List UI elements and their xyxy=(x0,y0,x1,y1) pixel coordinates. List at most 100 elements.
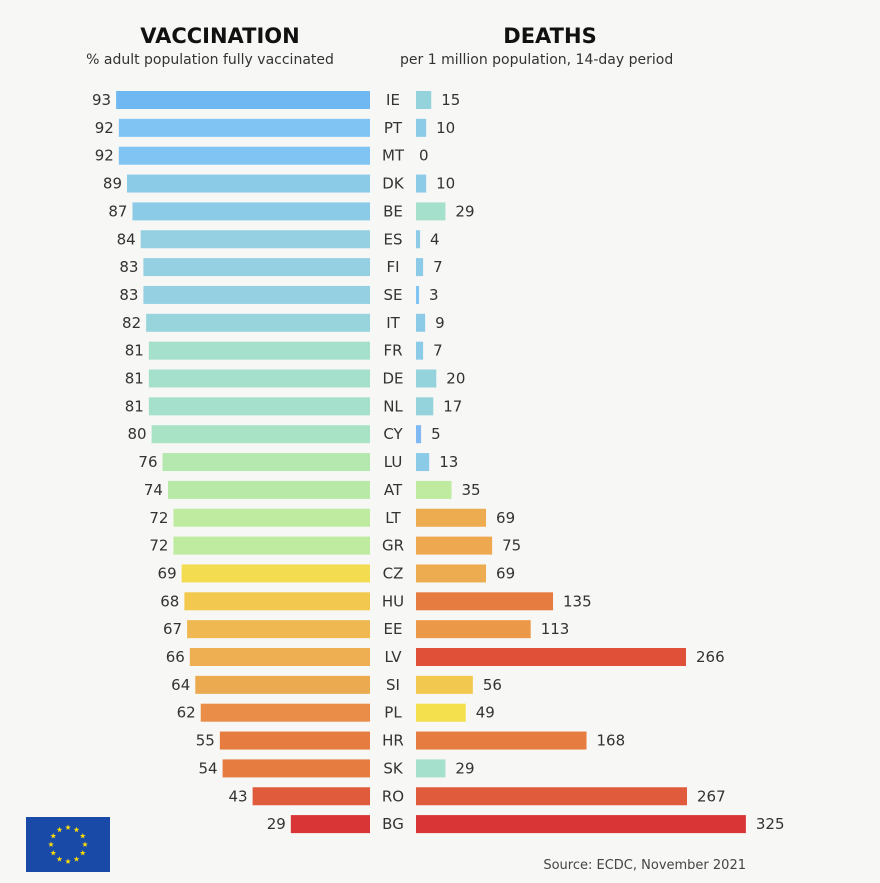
deaths-value-IT: 9 xyxy=(435,314,445,332)
vaccination-value-CZ: 69 xyxy=(158,564,177,582)
deaths-value-DE: 20 xyxy=(446,370,465,388)
vaccination-bar-DK xyxy=(127,174,370,193)
vaccination-bar-LU xyxy=(162,453,370,472)
vaccination-value-FI: 83 xyxy=(119,258,138,276)
vaccination-value-HU: 68 xyxy=(160,592,179,610)
vaccination-bar-FI xyxy=(143,258,370,277)
star-icon xyxy=(73,826,80,833)
deaths-value-FI: 7 xyxy=(433,258,443,276)
deaths-bar-NL xyxy=(416,397,434,416)
star-icon xyxy=(82,841,88,847)
vaccination-value-HR: 55 xyxy=(196,732,215,750)
deaths-value-AT: 35 xyxy=(462,481,481,499)
vaccination-value-PT: 92 xyxy=(95,119,114,137)
vaccination-bar-GR xyxy=(173,536,370,555)
deaths-value-HR: 168 xyxy=(597,732,626,750)
star-icon xyxy=(65,858,71,864)
deaths-value-BG: 325 xyxy=(756,815,785,833)
country-label-FI: FI xyxy=(386,258,399,276)
deaths-bar-PT xyxy=(416,118,427,137)
deaths-value-LV: 266 xyxy=(696,648,725,666)
vaccination-bar-SK xyxy=(222,759,370,778)
deaths-value-ES: 4 xyxy=(430,230,440,248)
vaccination-value-SK: 54 xyxy=(198,759,217,777)
deaths-bar-IT xyxy=(416,313,426,332)
deaths-value-BE: 29 xyxy=(455,202,474,220)
deaths-value-IE: 15 xyxy=(441,91,460,109)
deaths-bar-SK xyxy=(416,759,446,778)
vaccination-bar-HU xyxy=(184,592,370,611)
deaths-bar-DK xyxy=(416,174,427,193)
vaccination-bar-EE xyxy=(187,620,370,639)
country-label-EE: EE xyxy=(384,620,403,638)
star-icon xyxy=(65,824,71,830)
vaccination-value-DK: 89 xyxy=(103,175,122,193)
vaccination-value-SE: 83 xyxy=(119,286,138,304)
vaccination-value-AT: 74 xyxy=(144,481,163,499)
deaths-bar-LV xyxy=(416,648,686,666)
vaccination-bar-LT xyxy=(173,508,370,527)
deaths-subtitle: per 1 million population, 14-day period xyxy=(400,52,674,68)
star-icon xyxy=(73,856,80,862)
deaths-value-SE: 3 xyxy=(429,286,439,304)
country-label-CY: CY xyxy=(383,425,403,443)
deaths-value-SK: 29 xyxy=(455,759,474,777)
vaccination-value-BE: 87 xyxy=(108,202,127,220)
vaccination-bar-MT xyxy=(118,146,370,165)
vaccination-value-MT: 92 xyxy=(95,147,114,165)
vaccination-bar-RO xyxy=(252,787,370,806)
vaccination-bar-SI xyxy=(195,675,370,694)
deaths-value-LU: 13 xyxy=(439,453,458,471)
vaccination-bar-LV xyxy=(189,648,370,666)
deaths-bar-BE xyxy=(416,202,446,221)
deaths-bar-GR xyxy=(416,536,493,555)
country-label-NL: NL xyxy=(383,397,403,415)
vaccination-bar-FR xyxy=(148,341,370,360)
star-icon xyxy=(48,841,54,847)
deaths-bar-FI xyxy=(416,258,424,277)
deaths-value-GR: 75 xyxy=(502,537,521,555)
vaccination-value-LV: 66 xyxy=(166,648,185,666)
deaths-value-CZ: 69 xyxy=(496,564,515,582)
country-label-MT: MT xyxy=(382,147,405,165)
vaccination-bar-SE xyxy=(143,285,370,304)
deaths-value-LT: 69 xyxy=(496,509,515,527)
vaccination-bar-IE xyxy=(116,91,370,109)
vaccination-bar-DE xyxy=(148,369,370,388)
country-label-FR: FR xyxy=(383,342,402,360)
vaccination-value-LU: 76 xyxy=(138,453,157,471)
deaths-bar-DE xyxy=(416,369,437,388)
star-icon xyxy=(56,856,63,862)
vaccination-bar-PT xyxy=(118,118,370,137)
vaccination-value-IE: 93 xyxy=(92,91,111,109)
deaths-value-PL: 49 xyxy=(476,704,495,722)
deaths-bar-PL xyxy=(416,703,466,722)
vaccination-bar-ES xyxy=(140,230,370,249)
vaccination-bar-PL xyxy=(200,703,370,722)
deaths-bar-CZ xyxy=(416,564,487,583)
deaths-bar-LU xyxy=(416,453,430,472)
country-label-CZ: CZ xyxy=(383,564,404,582)
vaccination-value-FR: 81 xyxy=(125,342,144,360)
deaths-bar-IE xyxy=(416,91,432,109)
vaccination-bar-CY xyxy=(151,425,370,444)
deaths-bar-EE xyxy=(416,620,531,639)
country-label-GR: GR xyxy=(382,537,404,555)
star-icon xyxy=(79,833,86,839)
deaths-bar-HU xyxy=(416,592,554,611)
vaccination-bar-BG xyxy=(290,815,370,834)
country-label-LV: LV xyxy=(385,648,403,666)
country-label-LT: LT xyxy=(385,509,401,527)
deaths-value-EE: 113 xyxy=(541,620,570,638)
eu-flag-logo xyxy=(26,817,110,872)
vaccination-value-ES: 84 xyxy=(117,230,136,248)
country-label-HR: HR xyxy=(382,732,404,750)
country-label-ES: ES xyxy=(384,230,403,248)
country-label-AT: AT xyxy=(384,481,403,499)
country-label-SK: SK xyxy=(383,759,404,777)
vaccination-value-BG: 29 xyxy=(267,815,286,833)
country-label-BE: BE xyxy=(383,202,403,220)
star-icon xyxy=(50,850,57,856)
vaccination-title: VACCINATION xyxy=(140,24,300,48)
